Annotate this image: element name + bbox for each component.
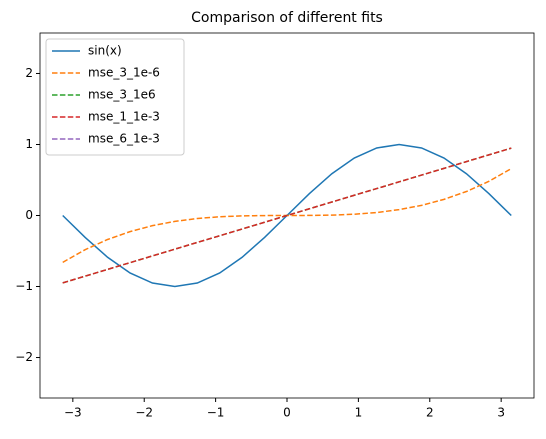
y-tick-label: −1 bbox=[15, 279, 33, 293]
x-tick-label: 2 bbox=[426, 406, 434, 420]
legend-label: sin(x) bbox=[88, 44, 122, 58]
y-tick-label: 0 bbox=[25, 208, 33, 222]
x-tick-label: −2 bbox=[135, 406, 153, 420]
series-line bbox=[62, 147, 512, 284]
x-tick-label: 3 bbox=[497, 406, 505, 420]
x-tick-label: 1 bbox=[355, 406, 363, 420]
y-tick-label: −2 bbox=[15, 350, 33, 364]
y-tick-label: 1 bbox=[25, 137, 33, 151]
x-tick-label: −3 bbox=[64, 406, 82, 420]
legend-label: mse_1_1e-3 bbox=[88, 110, 160, 124]
x-tick-label: −1 bbox=[207, 406, 225, 420]
chart-title: Comparison of different fits bbox=[191, 10, 383, 26]
y-tick-label: 2 bbox=[25, 66, 33, 80]
axes-frame bbox=[39, 32, 535, 399]
legend-box bbox=[45, 38, 185, 156]
legend-label: mse_3_1e-6 bbox=[88, 66, 160, 80]
x-tick-label: 0 bbox=[283, 406, 291, 420]
legend-label: mse_3_1e6 bbox=[88, 88, 156, 102]
legend-label: mse_6_1e-3 bbox=[88, 132, 160, 146]
